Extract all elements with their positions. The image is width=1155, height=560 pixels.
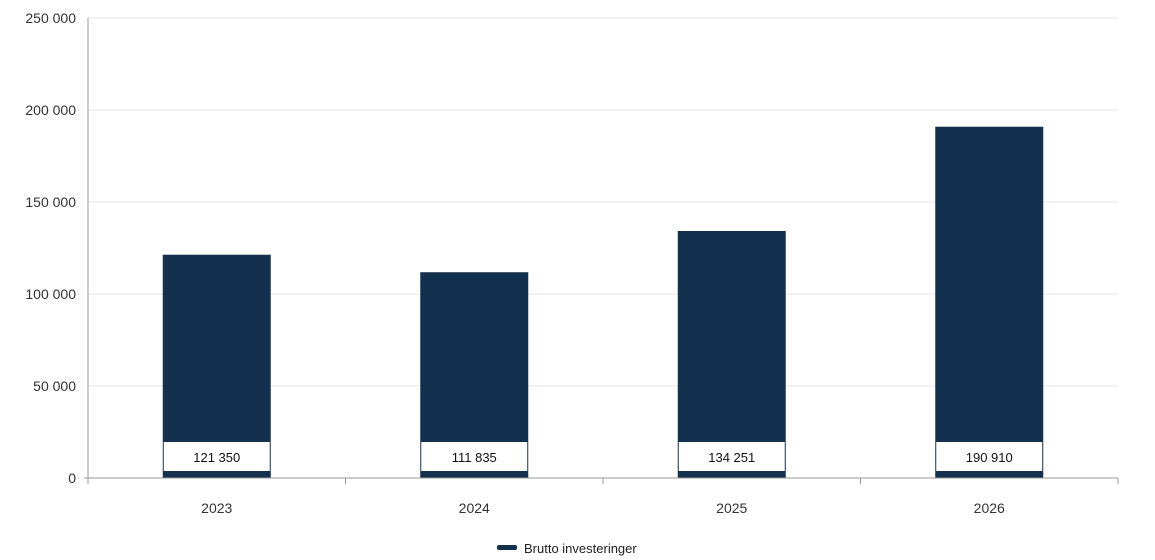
- bar-2025: [677, 230, 786, 478]
- y-tick-label-0: 0: [68, 470, 76, 486]
- legend-label-brutto-investeringer: Brutto investeringer: [524, 541, 637, 556]
- x-tick-label-2023: 2023: [201, 500, 232, 516]
- bars: 121 350 111 835 134 251 190 910: [162, 126, 1044, 479]
- y-tick-label-200000: 200 000: [25, 102, 76, 118]
- legend-swatch-brutto-investeringer: [497, 545, 517, 550]
- data-label-2024: 111 835: [452, 450, 497, 465]
- data-label-box-2026: [936, 442, 1043, 471]
- y-axis: 0 50 000 100 000 150 000 200 000 250 000: [25, 10, 89, 486]
- x-axis: 2023 2024 2025 2026: [84, 477, 1119, 516]
- y-tick-label-100000: 100 000: [25, 286, 76, 302]
- y-tick-label-50000: 50 000: [33, 378, 76, 394]
- data-label-2025: 134 251: [708, 450, 755, 465]
- data-label-box-2024: [421, 442, 528, 471]
- x-tick-label-2024: 2024: [459, 500, 490, 516]
- y-tick-label-250000: 250 000: [25, 10, 76, 26]
- bar-2023: [162, 254, 271, 478]
- x-tick-label-2026: 2026: [974, 500, 1005, 516]
- data-label-box-2023: [163, 442, 270, 471]
- x-tick-label-2025: 2025: [716, 500, 747, 516]
- data-label-box-2025: [678, 442, 785, 471]
- bar-2026: [935, 126, 1044, 479]
- data-label-2026: 190 910: [966, 450, 1013, 465]
- y-tick-label-150000: 150 000: [25, 194, 76, 210]
- data-label-2023: 121 350: [193, 450, 240, 465]
- legend: Brutto investeringer: [497, 541, 637, 556]
